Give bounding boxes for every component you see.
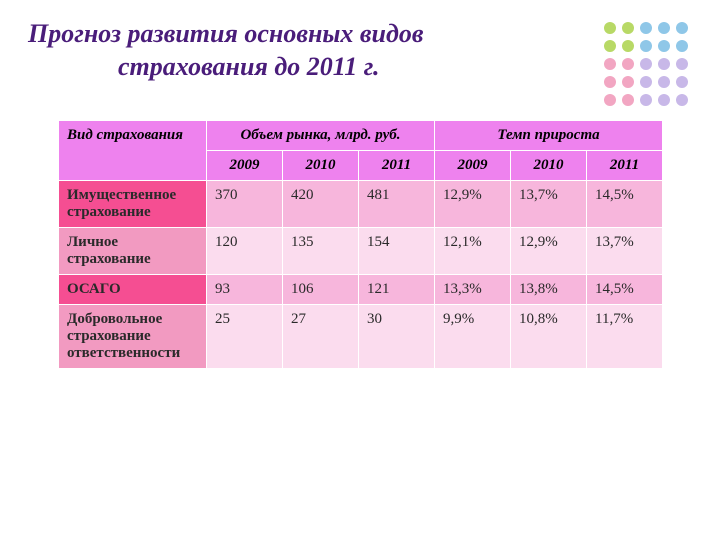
col-header-volume: Объем рынка, млрд. руб. (207, 121, 435, 151)
cell: 13,8% (511, 275, 587, 305)
table-row: Имущественное страхование 370 420 481 12… (59, 181, 663, 228)
slide-title: Прогноз развития основных видов страхова… (28, 18, 568, 83)
cell: 14,5% (587, 181, 663, 228)
cell: 154 (359, 228, 435, 275)
forecast-table-container: Вид страхования Объем рынка, млрд. руб. … (58, 120, 662, 369)
decorative-dot (658, 76, 670, 88)
decorative-dot (658, 22, 670, 34)
table-body: Имущественное страхование 370 420 481 12… (59, 181, 663, 369)
decorative-dot (676, 58, 688, 70)
cell: 12,9% (435, 181, 511, 228)
cell: 10,8% (511, 305, 587, 369)
table-row: Добровольное страхование ответственности… (59, 305, 663, 369)
decorative-dot (658, 58, 670, 70)
cell: 121 (359, 275, 435, 305)
cell: 30 (359, 305, 435, 369)
row-label: ОСАГО (59, 275, 207, 305)
row-label: Имущественное страхование (59, 181, 207, 228)
decorative-dot (622, 58, 634, 70)
cell: 11,7% (587, 305, 663, 369)
decorative-dot (640, 94, 652, 106)
cell: 120 (207, 228, 283, 275)
year-2009-rate: 2009 (435, 151, 511, 181)
cell: 9,9% (435, 305, 511, 369)
decorative-dot (676, 76, 688, 88)
table-row: Личное страхование 120 135 154 12,1% 12,… (59, 228, 663, 275)
cell: 12,1% (435, 228, 511, 275)
title-line-1: Прогноз развития основных видов (28, 19, 424, 48)
cell: 135 (283, 228, 359, 275)
decorative-dot (676, 94, 688, 106)
decorative-dot (604, 58, 616, 70)
year-2010-rate: 2010 (511, 151, 587, 181)
decorative-dot (640, 22, 652, 34)
cell: 13,7% (511, 181, 587, 228)
decorative-dot (604, 40, 616, 52)
decorative-dot (640, 76, 652, 88)
decorative-dot (622, 40, 634, 52)
slide: Прогноз развития основных видов страхова… (0, 0, 720, 540)
decorative-dot (658, 94, 670, 106)
cell: 93 (207, 275, 283, 305)
year-2011-rate: 2011 (587, 151, 663, 181)
cell: 12,9% (511, 228, 587, 275)
decorative-dot (622, 22, 634, 34)
cell: 13,3% (435, 275, 511, 305)
year-2009-vol: 2009 (207, 151, 283, 181)
decorative-dot (640, 40, 652, 52)
table-row: ОСАГО 93 106 121 13,3% 13,8% 14,5% (59, 275, 663, 305)
cell: 14,5% (587, 275, 663, 305)
cell: 25 (207, 305, 283, 369)
decorative-dot (604, 76, 616, 88)
cell: 420 (283, 181, 359, 228)
decorative-dot (622, 94, 634, 106)
row-label: Личное страхование (59, 228, 207, 275)
col-header-type: Вид страхования (59, 121, 207, 181)
decorative-dot (604, 94, 616, 106)
decorative-dot (676, 40, 688, 52)
decorative-dot-grid (604, 22, 690, 108)
cell: 481 (359, 181, 435, 228)
decorative-dot (640, 58, 652, 70)
cell: 106 (283, 275, 359, 305)
decorative-dot (658, 40, 670, 52)
decorative-dot (622, 76, 634, 88)
decorative-dot (676, 22, 688, 34)
header-row-1: Вид страхования Объем рынка, млрд. руб. … (59, 121, 663, 151)
year-2010-vol: 2010 (283, 151, 359, 181)
cell: 370 (207, 181, 283, 228)
col-header-rate: Темп прироста (435, 121, 663, 151)
cell: 13,7% (587, 228, 663, 275)
forecast-table: Вид страхования Объем рынка, млрд. руб. … (58, 120, 663, 369)
title-line-2: страхования до 2011 г. (28, 51, 568, 84)
cell: 27 (283, 305, 359, 369)
row-label: Добровольное страхование ответственности (59, 305, 207, 369)
year-2011-vol: 2011 (359, 151, 435, 181)
decorative-dot (604, 22, 616, 34)
